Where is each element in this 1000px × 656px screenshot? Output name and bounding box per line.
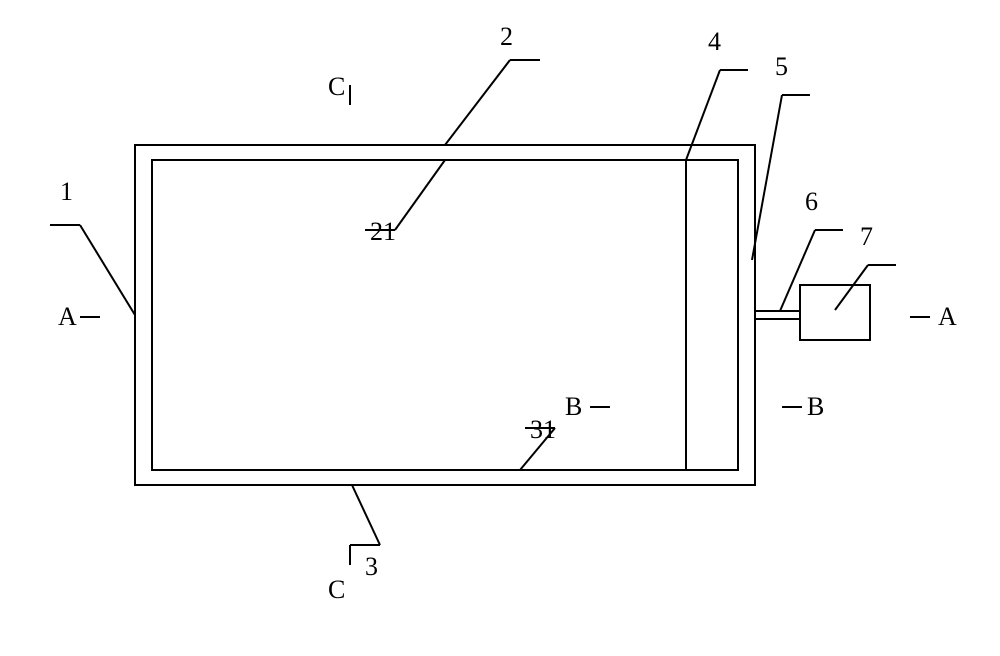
leader-1 (80, 225, 135, 315)
leader-2 (445, 60, 510, 145)
label-n7: 7 (860, 222, 873, 251)
label-n21: 21 (370, 217, 396, 246)
label-n5: 5 (775, 52, 788, 81)
label-n1: 1 (60, 177, 73, 206)
section-label-a-right: A (938, 302, 957, 331)
section-label-b-left: B (565, 392, 582, 421)
leader-6 (780, 230, 815, 311)
label-n4: 4 (708, 27, 721, 56)
leader-3 (352, 485, 380, 545)
section-label-b-right: B (807, 392, 824, 421)
leader-7 (835, 265, 868, 310)
label-n3: 3 (365, 552, 378, 581)
section-label-c-top: C (328, 72, 345, 101)
label-n6: 6 (805, 187, 818, 216)
leader-4 (686, 70, 720, 160)
leader-5 (752, 95, 782, 260)
diagram-figure: C C A A B B 1 2 3 4 5 6 7 21 31 (0, 0, 1000, 656)
inner-rect (152, 160, 738, 470)
section-label-c-bottom: C (328, 575, 345, 604)
leader-21 (395, 160, 445, 230)
label-n31: 31 (530, 415, 556, 444)
pump-rect (800, 285, 870, 340)
label-n2: 2 (500, 22, 513, 51)
outer-rect (135, 145, 755, 485)
section-label-a-left: A (58, 302, 77, 331)
